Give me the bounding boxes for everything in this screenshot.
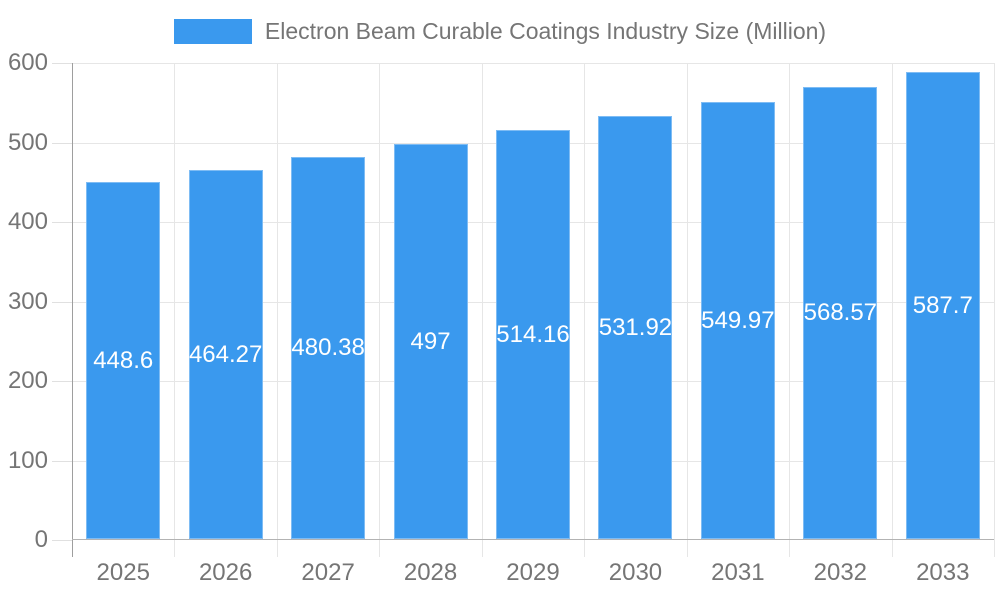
y-tick-label: 400 xyxy=(7,208,48,235)
bar-value-label: 531.92 xyxy=(598,313,673,341)
gridline xyxy=(72,63,994,64)
x-tick-label: 2031 xyxy=(711,559,765,586)
y-tick-mark xyxy=(52,222,72,223)
y-tick-label: 500 xyxy=(7,128,48,156)
y-tick-mark xyxy=(52,461,72,462)
bar-value-label: 568.57 xyxy=(803,299,878,326)
y-tick-label: 600 xyxy=(7,49,48,76)
y-tick-label: 100 xyxy=(7,446,48,474)
bar[interactable]: 497 xyxy=(393,144,468,539)
legend[interactable]: Electron Beam Curable Coatings Industry … xyxy=(0,18,1000,45)
bar[interactable]: 549.97 xyxy=(700,102,775,539)
bar[interactable]: 587.7 xyxy=(905,72,980,539)
gridline xyxy=(994,63,995,557)
legend-label: Electron Beam Curable Coatings Industry … xyxy=(264,18,827,44)
y-tick-label: 200 xyxy=(7,367,48,394)
x-tick-label: 2027 xyxy=(301,559,355,586)
y-tick-label: 300 xyxy=(7,287,48,315)
bar-value-label: 448.6 xyxy=(93,346,154,374)
bar-value-label: 497 xyxy=(410,327,451,355)
bar[interactable]: 514.16 xyxy=(496,130,570,539)
y-tick-mark xyxy=(52,143,72,144)
y-tick-label: 0 xyxy=(34,526,48,553)
plot-area: 0 100 200 300 400 500 600 448.6 2025 464.27 2026 48… xyxy=(8,51,995,585)
gridline xyxy=(174,63,175,557)
x-tick-label: 2032 xyxy=(813,559,868,586)
x-tick-label: 2026 xyxy=(198,559,253,586)
x-tick-label: 2029 xyxy=(506,559,560,586)
bar[interactable]: 480.38 xyxy=(291,157,366,539)
y-axis-line xyxy=(72,63,73,557)
bar-value-label: 587.7 xyxy=(912,291,973,319)
y-tick-mark xyxy=(52,63,72,64)
gridline xyxy=(789,63,790,557)
x-tick-label: 2030 xyxy=(608,559,663,586)
bar[interactable]: 568.57 xyxy=(803,87,878,539)
bar-value-label: 480.38 xyxy=(291,334,365,361)
bar[interactable]: 464.27 xyxy=(188,170,263,539)
gridline xyxy=(584,63,585,557)
gridline xyxy=(379,63,380,557)
legend-swatch-icon xyxy=(173,19,252,44)
gridline xyxy=(687,63,688,557)
x-axis-line xyxy=(72,539,994,540)
x-tick-label: 2033 xyxy=(916,559,970,586)
x-tick-label: 2025 xyxy=(96,559,150,586)
gridline xyxy=(892,63,893,557)
bar-value-label: 549.97 xyxy=(701,306,775,334)
bar-value-label: 464.27 xyxy=(188,340,263,368)
bar-value-label: 514.16 xyxy=(496,320,570,348)
x-tick-label: 2028 xyxy=(403,559,458,586)
gridline xyxy=(277,63,278,557)
y-tick-mark xyxy=(52,381,72,382)
y-tick-mark xyxy=(52,302,72,303)
bar[interactable]: 531.92 xyxy=(598,116,673,539)
y-tick-mark xyxy=(52,540,72,541)
bar[interactable]: 448.6 xyxy=(86,182,161,539)
gridline xyxy=(482,63,483,557)
